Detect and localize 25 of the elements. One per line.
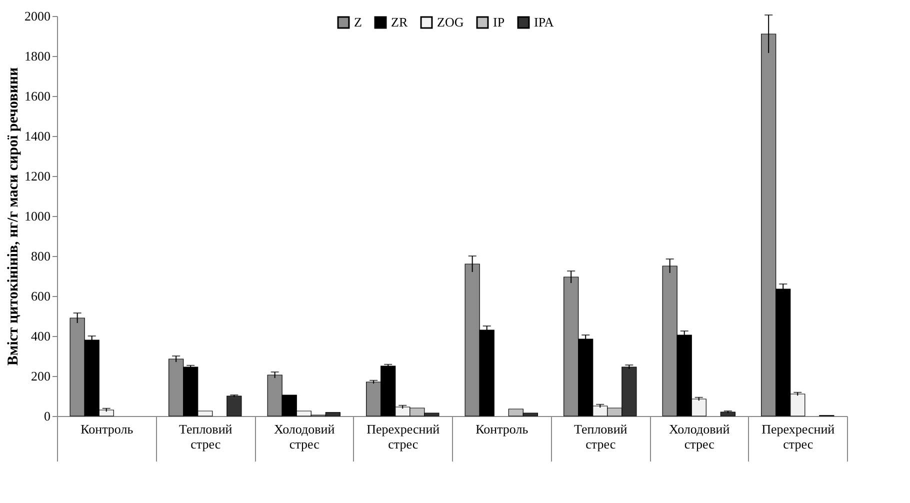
y-tick-label: 200 xyxy=(31,368,50,384)
legend-label: ZOG xyxy=(437,14,464,30)
x-tick-label: Контроль xyxy=(80,422,134,436)
x-tick-label: Перехресний стрес xyxy=(366,422,440,452)
y-tick-label: 600 xyxy=(31,288,50,304)
x-tick-label: Перехресний стрес xyxy=(762,422,835,452)
y-tick-label: 1600 xyxy=(24,88,50,104)
x-tick-label: Тепловий стрес xyxy=(179,422,232,452)
y-tick-label: 1000 xyxy=(24,208,50,224)
legend-label: IPA xyxy=(534,14,554,30)
y-tick-label: 0 xyxy=(44,408,50,424)
legend-label: Z xyxy=(354,14,362,30)
x-tick-label: Холодовий стрес xyxy=(274,422,335,452)
x-tick-label: Контроль xyxy=(476,422,528,436)
legend-label: IP xyxy=(493,14,505,30)
y-tick-label: 800 xyxy=(31,248,50,264)
y-tick-label: 2000 xyxy=(24,8,50,24)
y-tick-label: 1400 xyxy=(24,128,50,144)
x-tick-label: Тепловий стрес xyxy=(574,422,628,452)
legend-label: ZR xyxy=(391,14,408,30)
y-axis-title: Вміст цитокінінів, нг/г маси сирої речовини xyxy=(6,67,22,366)
x-tick-label: Холодовий стрес xyxy=(669,422,730,452)
y-tick-label: 1800 xyxy=(24,48,50,64)
y-tick-label: 400 xyxy=(31,328,50,344)
y-tick-label: 1200 xyxy=(24,168,50,184)
